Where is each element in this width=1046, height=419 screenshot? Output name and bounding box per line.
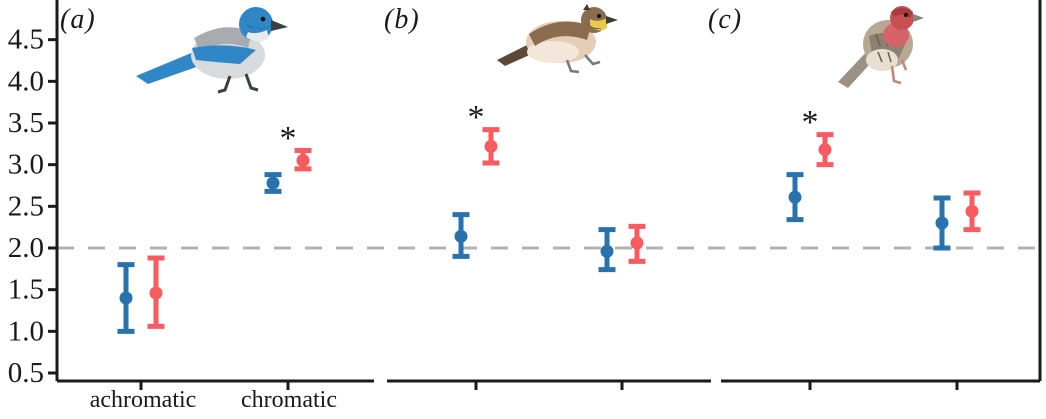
y-axis-tick-label: 4.0 [8,65,44,97]
y-axis-tick-label: 0.5 [8,357,44,389]
x-category-label-chromatic: chromatic [241,387,337,413]
errorbar-point-blue [598,227,616,273]
errorbar-point-red [482,127,500,166]
errorbar-point-blue [452,212,470,259]
y-axis-tick-label: 1.0 [8,315,44,347]
errorbar-point-blue [786,172,804,223]
panel-label-b: (b) [384,4,420,35]
errorbar-point-blue [264,172,282,194]
significance-asterisk: * [280,120,297,157]
y-axis-tick-label: 3.5 [8,107,44,139]
errorbar-point-red [963,190,981,233]
errorbar-point-red [147,255,165,329]
panel-label-a: (a) [60,4,96,35]
errorbar-point-red [628,223,646,264]
y-axis-tick-label: 4.5 [8,24,44,56]
y-axis-tick-label: 1.5 [8,274,44,306]
errorbar-point-blue [933,195,951,251]
y-axis-tick-label: 2.5 [8,190,44,222]
x-category-label-achromatic: achromatic [89,387,197,413]
panel-label-c: (c) [708,4,743,35]
errorbar-point-red [294,148,312,172]
errorbar-point-blue [117,262,135,334]
y-axis-tick-label: 2.0 [8,232,44,264]
significance-asterisk: * [802,104,819,141]
errorbar-point-red [816,132,834,168]
y-axis-tick-label: 3.0 [8,149,44,181]
bird-western-scrub-jay-image [136,7,288,94]
bird-horned-lark-image [497,4,618,74]
significance-asterisk: * [468,99,485,136]
bird-house-finch-image [838,6,924,88]
